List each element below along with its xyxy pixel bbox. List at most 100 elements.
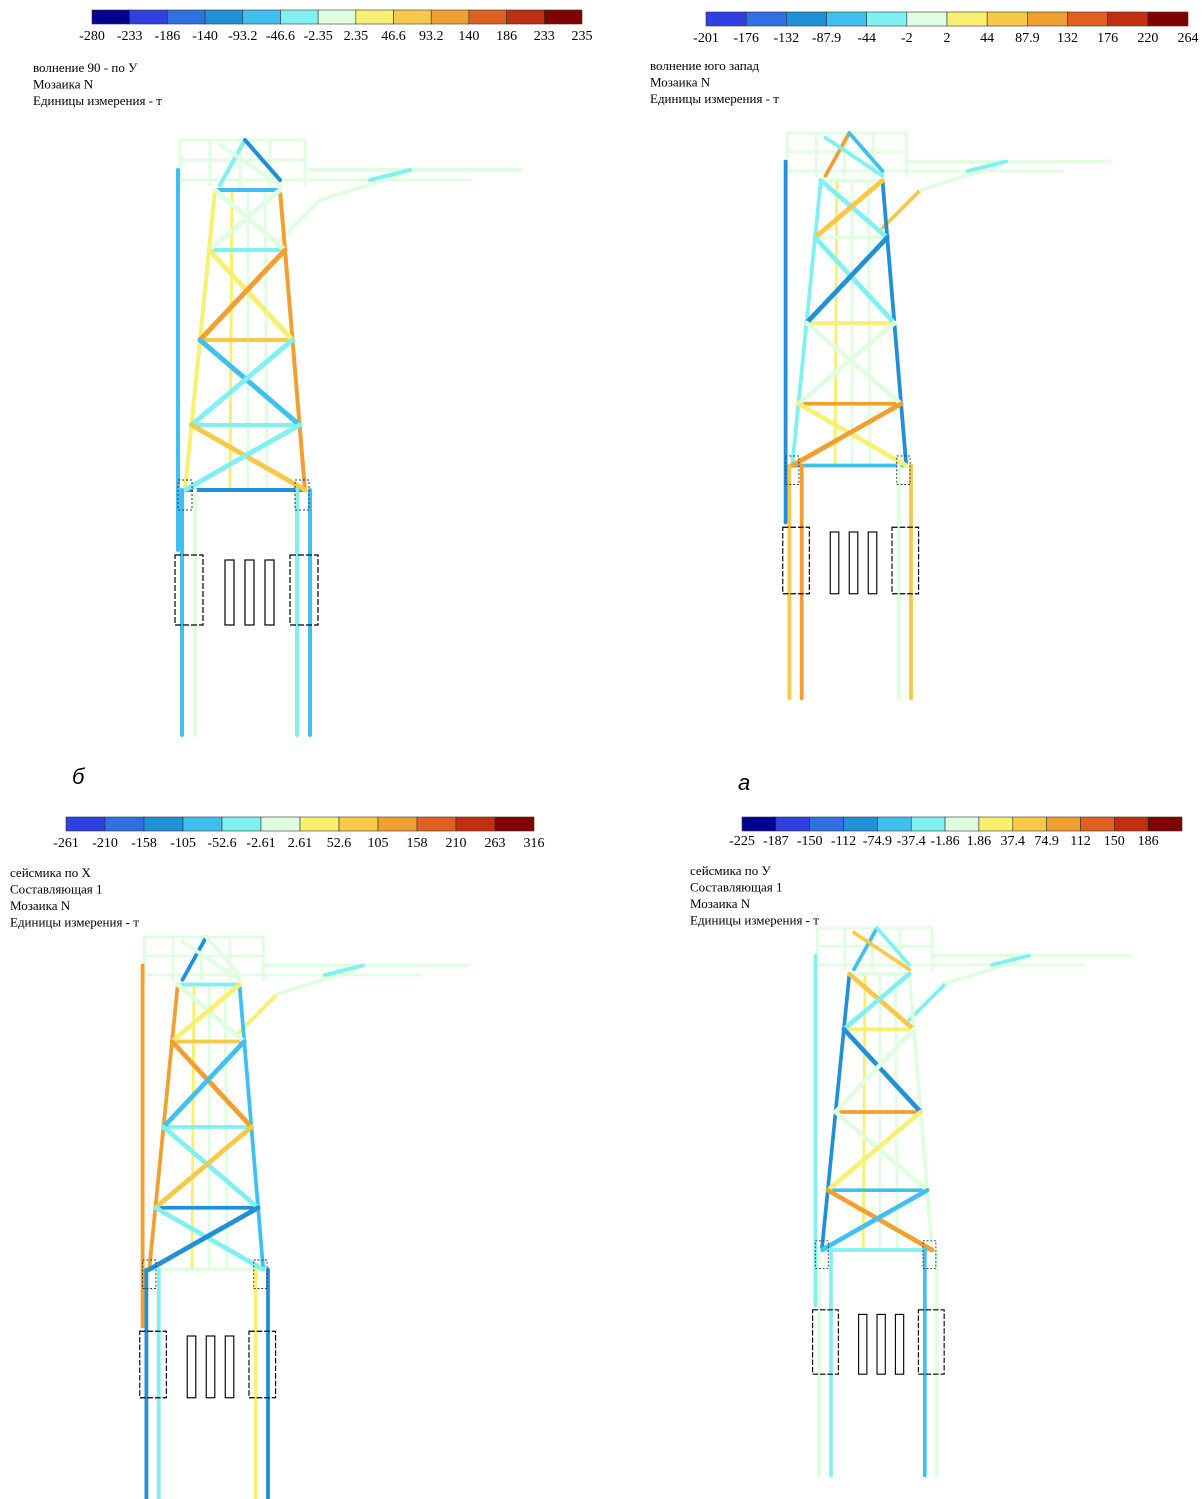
legend-label: -158: [131, 836, 157, 851]
legend-label: -233: [117, 29, 143, 44]
member: [164, 1127, 259, 1208]
caption-line: сейсмика по У: [690, 863, 771, 878]
caption-line: Мозаика N: [690, 896, 751, 911]
pile-guide: [290, 555, 318, 625]
legend-label: -225: [729, 834, 755, 849]
legend-label: 52.6: [327, 836, 352, 851]
legend-label: 316: [524, 836, 545, 851]
legend-label: -150: [797, 834, 823, 849]
legend-swatch: [339, 817, 378, 831]
member: [209, 190, 280, 250]
pile-guide: [206, 1336, 215, 1398]
member: [200, 250, 285, 340]
member: [807, 238, 888, 324]
legend-swatch: [544, 10, 582, 24]
page: б а -280-233-186-140-93.2-46.6-2.352.354…: [0, 0, 1202, 1499]
member: [844, 1029, 921, 1112]
legend-label: 112: [1070, 834, 1090, 849]
structure: [813, 928, 1130, 1475]
pile-guide: [849, 532, 858, 594]
pile-guide: [249, 1331, 276, 1398]
legend-swatch: [1108, 12, 1148, 26]
member: [836, 1029, 914, 1112]
legend-swatch: [746, 12, 786, 26]
legend-label: 132: [1057, 31, 1078, 46]
pile-guide: [225, 560, 234, 625]
legend-label: -46.6: [266, 29, 295, 44]
legend-label: 2.35: [344, 29, 369, 44]
legend-swatch: [105, 817, 144, 831]
legend-label: 74.9: [1034, 834, 1059, 849]
legend-swatch: [300, 817, 339, 831]
legend-swatch: [945, 817, 979, 831]
legend-label: 44: [980, 31, 994, 46]
legend-label: 1.86: [967, 834, 992, 849]
legend-label: 87.9: [1015, 31, 1040, 46]
legend-label: 105: [368, 836, 389, 851]
legend-swatch: [1027, 12, 1067, 26]
member: [172, 985, 239, 1042]
legend-swatch: [394, 10, 432, 24]
legend-swatch: [318, 10, 356, 24]
legend-swatch: [469, 10, 507, 24]
pile-guide: [892, 527, 919, 594]
legend-label: 150: [1104, 834, 1125, 849]
legend-label: -187: [763, 834, 789, 849]
member: [849, 974, 913, 1029]
caption-line: Составляющая 1: [10, 882, 103, 897]
legend-swatch: [1068, 12, 1108, 26]
legend-label: -2.61: [246, 836, 275, 851]
member: [836, 1112, 928, 1190]
legend-swatch: [911, 817, 945, 831]
legend-label: -2.35: [304, 29, 333, 44]
legend-label: -280: [79, 29, 105, 44]
legend-label: 93.2: [419, 29, 444, 44]
legend-label: -44: [857, 31, 876, 46]
pile-guide: [265, 560, 274, 625]
pile-guide: [868, 532, 877, 594]
legend-label: -37.4: [897, 834, 926, 849]
legend-swatch: [144, 817, 183, 831]
member: [883, 190, 921, 228]
legend-swatch: [456, 817, 495, 831]
pile-guide: [245, 560, 254, 625]
legend-swatch: [205, 10, 243, 24]
pile-guide: [877, 1314, 885, 1374]
pile-guide: [175, 555, 203, 625]
caption-line: Единицы измерения - т: [690, 913, 819, 928]
member: [844, 974, 909, 1029]
caption-line: Единицы измерения - т: [33, 93, 162, 108]
legend-swatch: [987, 12, 1027, 26]
legend-swatch: [877, 817, 911, 831]
pile-guide: [830, 532, 839, 594]
legend-label: 176: [1097, 31, 1118, 46]
caption-line: Мозаика N: [10, 898, 71, 913]
legend-swatch: [786, 12, 826, 26]
caption-line: волнение 90 - по У: [33, 60, 138, 75]
legend-swatch: [507, 10, 545, 24]
legend-label: -52.6: [207, 836, 236, 851]
legend-label: -1.86: [930, 834, 959, 849]
member: [815, 181, 882, 238]
pile-guide: [225, 1336, 234, 1398]
legend-swatch: [222, 817, 261, 831]
legend-swatch: [742, 817, 776, 831]
pile-guide: [895, 1314, 903, 1374]
caption-line: Единицы измерения - т: [10, 915, 139, 930]
legend-label: 210: [446, 836, 467, 851]
legend-label: -186: [155, 29, 181, 44]
legend-swatch: [907, 12, 947, 26]
legend-swatch: [706, 12, 746, 26]
caption-line: Мозаика N: [650, 75, 711, 90]
member: [200, 340, 300, 425]
legend-label: -2: [901, 31, 913, 46]
member: [828, 1112, 921, 1190]
legend-swatch: [1047, 817, 1081, 831]
legend-label: 233: [534, 29, 555, 44]
caption-line: Составляющая 1: [690, 880, 783, 895]
legend-label: 263: [485, 836, 506, 851]
legend-label: -132: [773, 31, 799, 46]
pile-guide: [859, 1314, 867, 1374]
legend-swatch: [1114, 817, 1148, 831]
legend-label: -74.9: [863, 834, 892, 849]
